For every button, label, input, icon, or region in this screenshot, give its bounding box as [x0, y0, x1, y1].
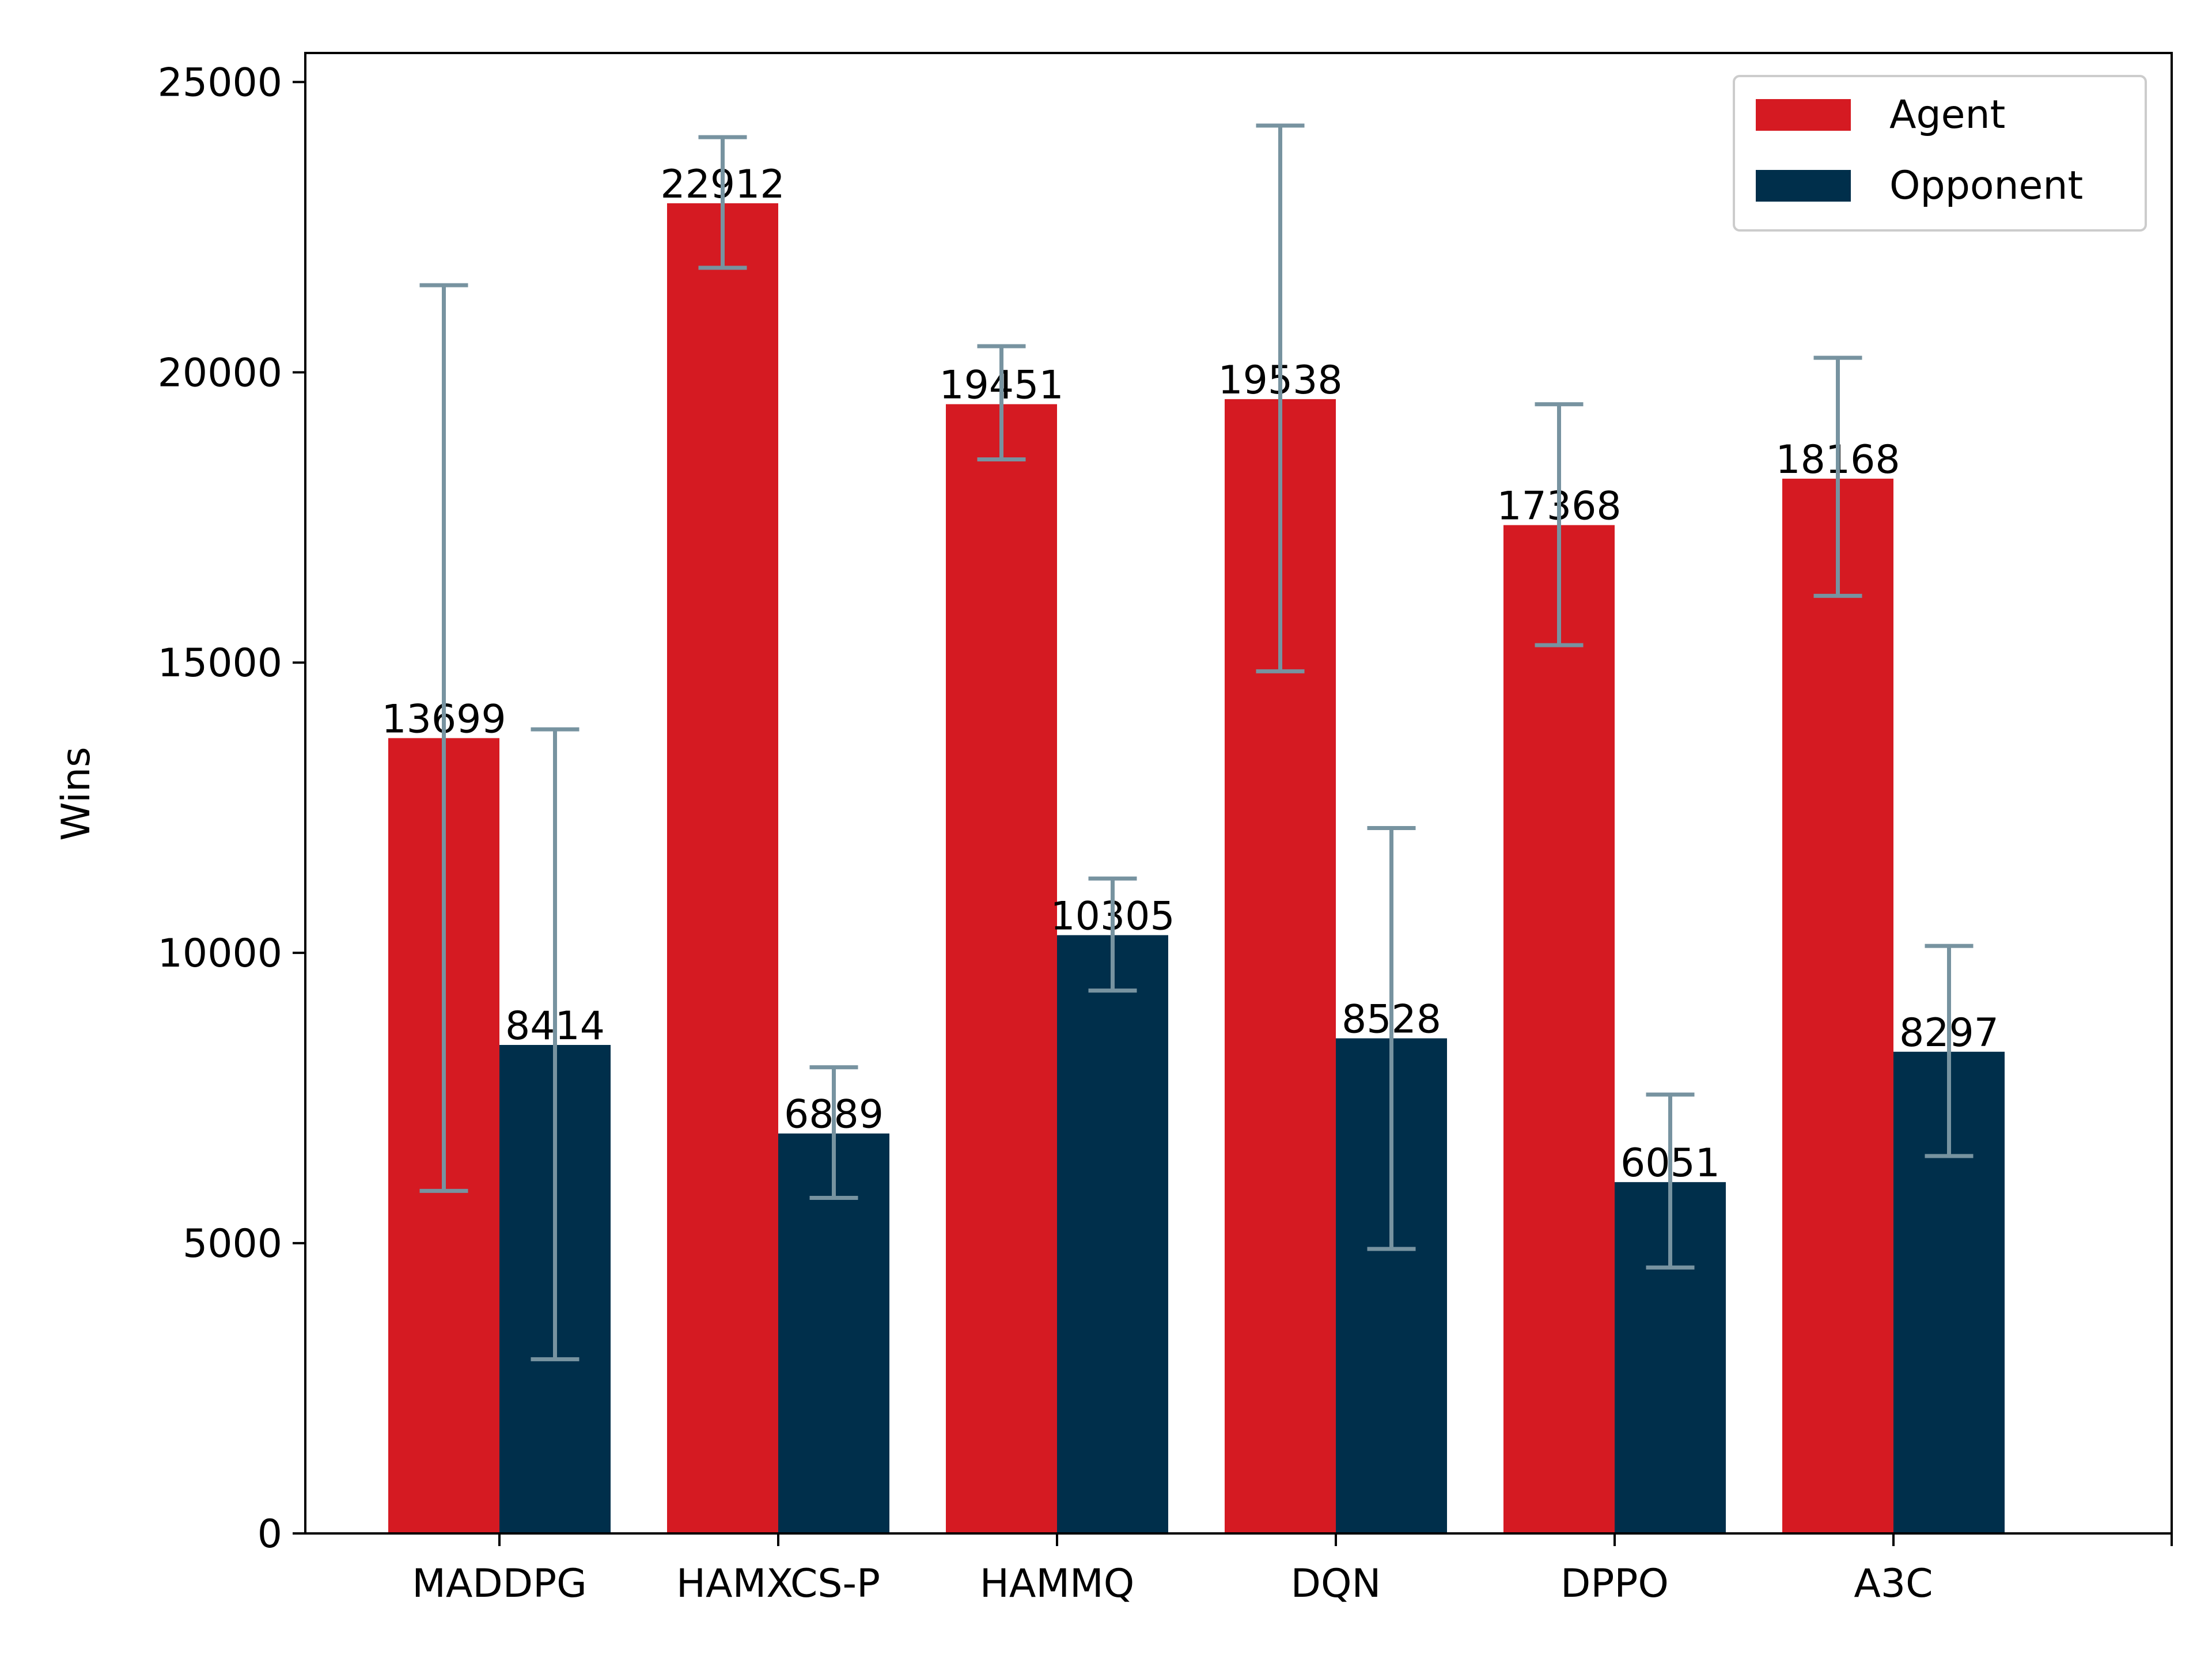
plot-frame — [304, 52, 2173, 1535]
plot-area: 1369984142291268891945110305195388528173… — [381, 123, 2005, 1533]
error-bar-opponent-dppo — [1646, 1092, 1695, 1270]
error-bar-opponent-a3c — [1925, 944, 1974, 1158]
y-tick-label: 15000 — [158, 641, 282, 686]
error-bar-agent-dqn — [1256, 123, 1305, 673]
error-bar-opponent-hammq — [1088, 876, 1137, 993]
error-bar-agent-hamxcs-p — [698, 135, 747, 270]
bar-agent-hamxcs-p — [667, 203, 778, 1533]
y-tick-label: 25000 — [158, 60, 282, 105]
legend-label-agent: Agent — [1889, 92, 2005, 138]
legend: Agent Opponent — [1733, 75, 2147, 232]
error-bar-agent-a3c — [1813, 355, 1862, 598]
bar-opponent-hamxcs-p — [778, 1133, 889, 1533]
error-bar-opponent-maddpg — [531, 727, 579, 1362]
error-bar-opponent-dqn — [1367, 825, 1416, 1251]
legend-swatch-agent — [1756, 99, 1851, 131]
x-tick-label-maddpg: MADDPG — [412, 1561, 587, 1607]
x-tick-label-dqn: DQN — [1291, 1561, 1381, 1607]
y-tick-label: 10000 — [158, 931, 282, 976]
legend-label-opponent: Opponent — [1889, 163, 2083, 209]
x-tick-label-a3c: A3C — [1854, 1561, 1933, 1607]
y-tick-label: 20000 — [158, 350, 282, 396]
bar-agent-a3c — [1782, 478, 1893, 1533]
error-bar-agent-dppo — [1535, 402, 1584, 647]
bar-agent-dppo — [1503, 525, 1615, 1533]
error-bar-agent-hammq — [977, 344, 1026, 461]
x-tick-label-hammq: HAMMQ — [980, 1561, 1135, 1607]
bar-opponent-hammq — [1057, 935, 1168, 1533]
x-tick-label-hamxcs-p: HAMXCS-P — [676, 1561, 880, 1607]
y-tick-label: 0 — [257, 1512, 282, 1557]
bar-agent-hammq — [946, 404, 1057, 1533]
error-bar-opponent-hamxcs-p — [809, 1065, 858, 1200]
axes: 0 5000 10000 15000 20000 25000 MADDPG HAMXCS-P H… — [158, 52, 2173, 1607]
y-tick-label: 5000 — [183, 1221, 282, 1267]
x-tick-label-dppo: DPPO — [1560, 1561, 1669, 1607]
error-bar-agent-maddpg — [419, 283, 468, 1193]
y-axis-label: Wins — [54, 747, 99, 840]
legend-swatch-opponent — [1756, 170, 1851, 202]
